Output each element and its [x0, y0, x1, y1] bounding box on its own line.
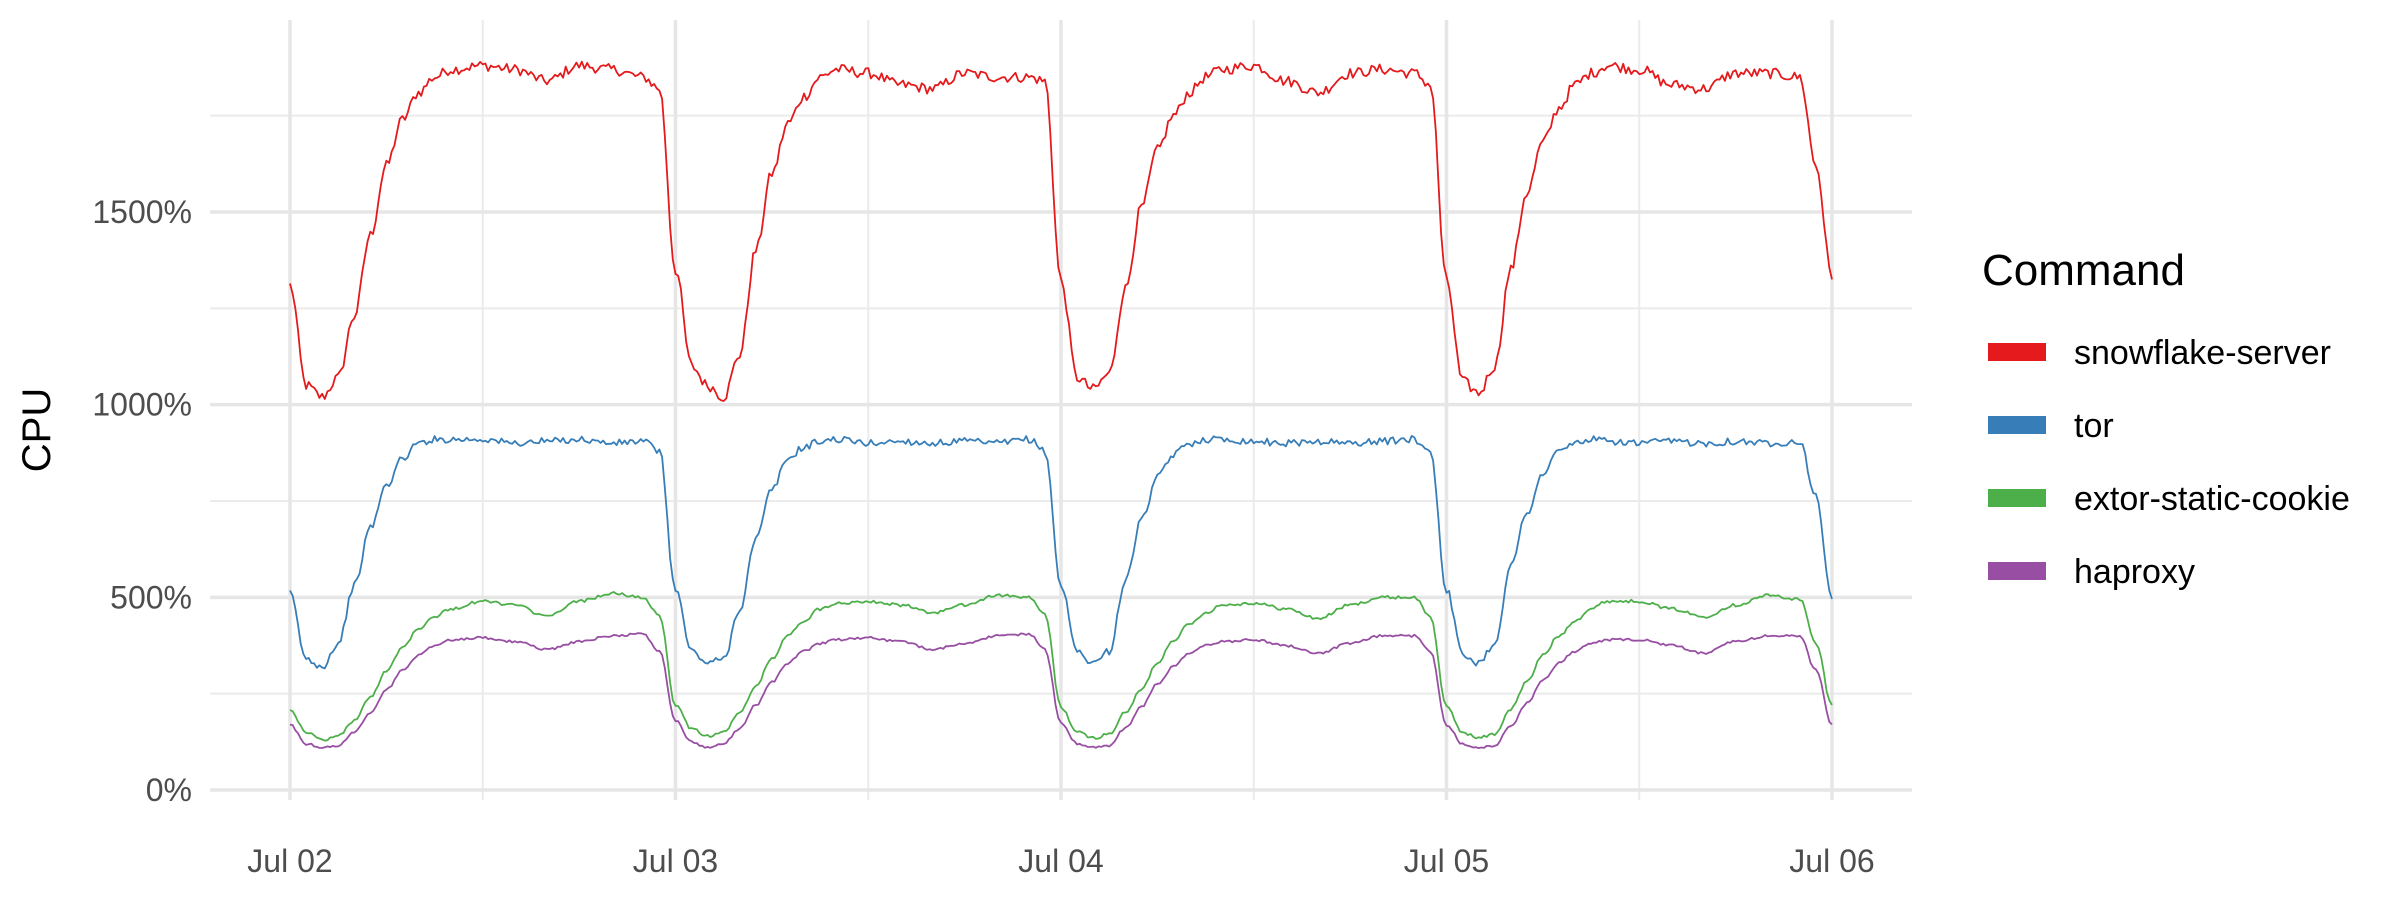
x-tick-label: Jul 06 [1789, 843, 1874, 879]
series-line-snowflake-server [289, 60, 1833, 402]
legend-key-tor [1988, 416, 2046, 434]
x-tick-label: Jul 05 [1404, 843, 1489, 879]
grid-major [210, 20, 1912, 800]
legend-key-haproxy [1988, 562, 2046, 580]
series-line-extor-static-cookie [289, 591, 1833, 742]
y-tick-label: 0% [146, 772, 192, 808]
legend-label: haproxy [2074, 553, 2195, 591]
x-tick-label: Jul 04 [1018, 843, 1103, 879]
legend-label: tor [2074, 407, 2114, 445]
legend-key-extor-static-cookie [1988, 489, 2046, 507]
x-tick-label: Jul 03 [633, 843, 718, 879]
series-line-haproxy [289, 632, 1833, 749]
y-axis-ticks: 0% 500% 1000% 1500% [92, 194, 192, 808]
legend-items: snowflake-server tor extor-static-cookie ha… [1988, 334, 2350, 591]
legend-title: Command [1982, 246, 2185, 295]
y-tick-label: 500% [110, 579, 192, 615]
legend-key-snowflake-server [1988, 343, 2046, 361]
legend-label: extor-static-cookie [2074, 480, 2350, 518]
x-tick-label: Jul 02 [247, 843, 332, 879]
y-tick-label: 1000% [92, 387, 192, 423]
series-layer [289, 60, 1833, 749]
series-line-tor [289, 435, 1833, 670]
x-axis-ticks: Jul 02 Jul 03 Jul 04 Jul 05 Jul 06 [247, 843, 1874, 879]
legend-label: snowflake-server [2074, 334, 2331, 372]
y-axis-title: CPU [15, 388, 59, 472]
legend: Command snowflake-server tor extor-static-… [1982, 246, 2350, 591]
y-tick-label: 1500% [92, 194, 192, 230]
